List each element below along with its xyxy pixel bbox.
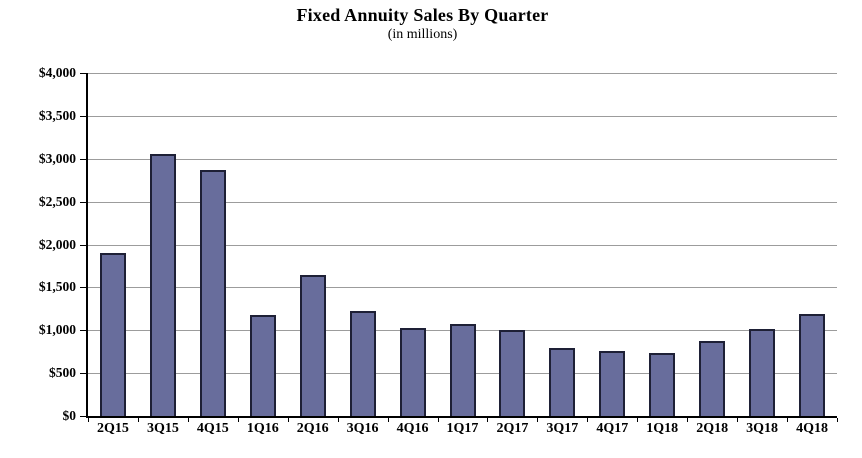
x-tick-label-4Q17: 4Q17 [596,421,629,436]
x-tick-label-4Q18: 4Q18 [796,421,828,436]
x-tick-mark [288,418,289,422]
y-tick-mark [80,158,86,160]
gridline [88,201,837,203]
bar-2Q18 [699,341,726,416]
x-tick-mark [537,418,538,422]
y-tick-mark [80,373,86,375]
bar-2Q15 [99,253,126,416]
x-tick-mark [587,418,588,422]
plot-area [86,73,837,418]
gridline [88,244,837,246]
x-tick-label-4Q16: 4Q16 [396,421,429,436]
gridline [88,73,837,74]
bar-4Q18 [799,314,826,416]
y-tick-mark [80,244,86,246]
bar-3Q18 [749,329,776,416]
y-tick-label: $1,500 [38,279,76,295]
bar-2Q17 [499,330,526,416]
bar-1Q17 [449,324,476,416]
x-tick-label-2Q17: 2Q17 [496,421,529,436]
x-tick-label-3Q15: 3Q15 [146,421,179,436]
x-tick-mark [188,418,189,422]
x-tick-label-2Q18: 2Q18 [696,421,729,436]
x-tick-mark [487,418,488,422]
x-tick-mark [138,418,139,422]
y-tick-mark [80,115,86,117]
x-tick-mark [637,418,638,422]
x-tick-mark [787,418,788,422]
x-tick-mark [388,418,389,422]
gridline [88,115,837,117]
bar-4Q17 [599,351,626,416]
bar-4Q16 [399,328,426,416]
x-tick-label-1Q17: 1Q17 [446,421,479,436]
y-tick-label: $2,000 [38,236,76,252]
gridline [88,287,837,289]
bar-3Q17 [549,348,576,416]
x-tick-label-3Q18: 3Q18 [746,421,779,436]
x-tick-mark [238,418,239,422]
y-tick-label: $3,500 [38,107,76,123]
chart-title: Fixed Annuity Sales By Quarter [296,5,549,25]
x-tick-label-2Q15: 2Q15 [97,421,129,436]
x-tick-mark [737,418,738,422]
x-tick-label-2Q16: 2Q16 [296,421,329,436]
y-tick-mark [80,287,86,289]
y-tick-label: $4,000 [38,65,76,80]
y-tick-mark [80,330,86,332]
y-tick-mark [80,201,86,203]
bar-3Q15 [149,154,176,416]
x-tick-label-1Q18: 1Q18 [646,421,679,436]
y-tick-mark [80,416,86,417]
bar-1Q16 [249,315,276,416]
bar-2Q16 [299,275,326,416]
y-tick-label: $0 [62,408,77,423]
y-tick-label: $500 [49,365,76,381]
y-tick-label: $1,000 [38,322,76,338]
y-tick-mark [80,73,86,74]
gridline [88,158,837,160]
x-tick-label-3Q17: 3Q17 [546,421,579,436]
x-tick-mark [438,418,439,422]
bar-4Q15 [199,170,226,416]
bar-3Q16 [349,311,376,416]
x-tick-mark [837,418,838,422]
x-tick-mark [88,418,89,422]
x-tick-label-4Q15: 4Q15 [196,421,229,436]
y-tick-label: $2,500 [38,193,76,209]
x-tick-label-1Q16: 1Q16 [246,421,279,436]
chart-subtitle: (in millions) [387,27,458,42]
x-tick-mark [338,418,339,422]
bar-1Q18 [649,353,676,416]
y-tick-label: $3,000 [38,150,76,166]
x-tick-label-3Q16: 3Q16 [346,421,379,436]
x-tick-mark [687,418,688,422]
